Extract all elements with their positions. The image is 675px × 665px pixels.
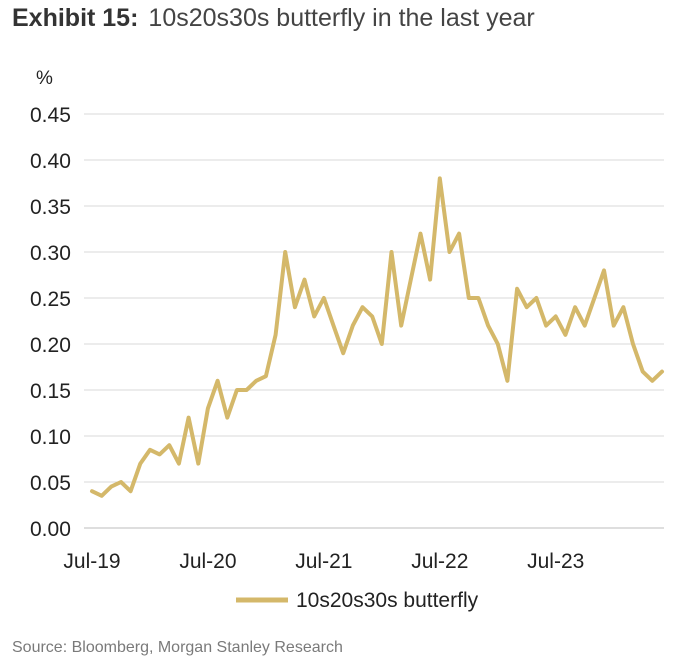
y-tick-label: 0.20 [30, 334, 71, 357]
y-axis-label: % [36, 68, 53, 89]
y-tick-label: 0.25 [30, 288, 71, 311]
chart-series [90, 176, 664, 498]
series-line [90, 176, 664, 498]
y-axis-ticks: 0.00 0.05 0.10 0.15 0.20 0.25 0.30 0.35 0.40 0.45… [30, 68, 71, 541]
x-tick-label: Jul-22 [411, 550, 468, 573]
y-tick-label: 0.00 [30, 518, 71, 541]
y-tick-label: 0.10 [30, 426, 71, 449]
y-tick-label: 0.45 [30, 104, 71, 127]
x-tick-label: Jul-20 [179, 550, 236, 573]
y-tick-label: 0.30 [30, 242, 71, 265]
x-tick-label: Jul-23 [527, 550, 584, 573]
legend-label: 10s20s30s butterfly [296, 589, 479, 612]
exhibit-title-text: 10s20s30s butterfly in the last year [148, 4, 535, 32]
y-tick-label: 0.40 [30, 150, 71, 173]
y-tick-label: 0.15 [30, 380, 71, 403]
x-tick-label: Jul-19 [63, 550, 120, 573]
chart-grid [84, 113, 664, 529]
exhibit-label: Exhibit 15: [12, 4, 139, 32]
chart-legend: 10s20s30s butterfly [236, 589, 479, 612]
y-tick-label: 0.35 [30, 196, 71, 219]
x-tick-label: Jul-21 [295, 550, 352, 573]
exhibit-title: Exhibit 15: 10s20s30s butterfly in the la… [12, 4, 535, 33]
x-axis-ticks: Jul-19 Jul-20 Jul-21 Jul-22 Jul-23 [63, 550, 584, 573]
y-tick-label: 0.05 [30, 472, 71, 495]
source-note: Source: Bloomberg, Morgan Stanley Resear… [12, 639, 343, 656]
